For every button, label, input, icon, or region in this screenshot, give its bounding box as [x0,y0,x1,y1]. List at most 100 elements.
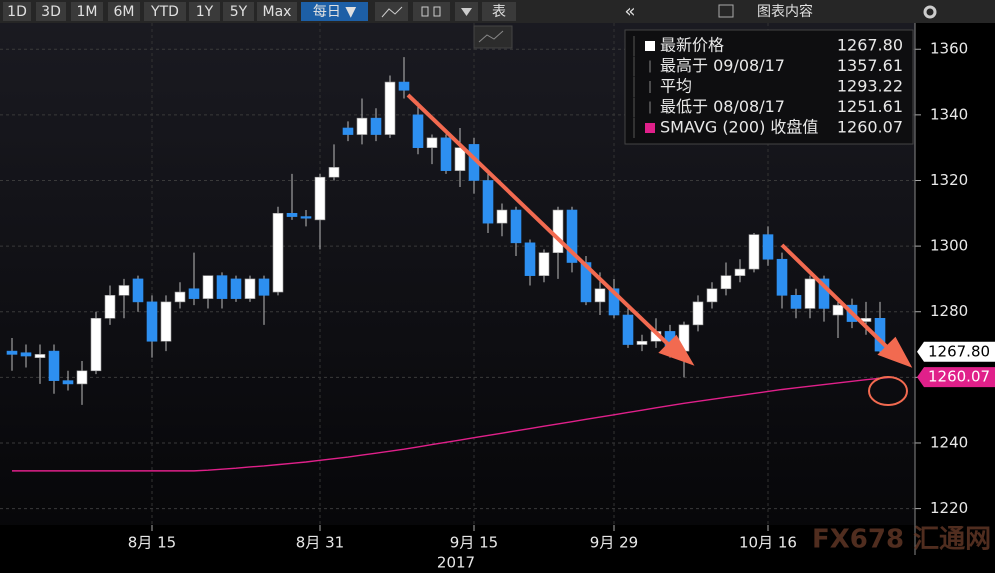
y-tick-label: 1220 [930,499,968,517]
candle-body [748,234,760,270]
candle-body [398,81,410,91]
legend-label: 平均 [660,77,692,96]
x-axis-panel [0,525,915,573]
y-tick-label: 1280 [930,302,968,320]
y-tick-label: 1320 [930,171,968,189]
toolbar-icon-button[interactable] [413,2,450,21]
candle-body [622,314,634,345]
candle-body [608,288,620,316]
candle-body [314,176,326,221]
legend-value: 1267.80 [837,36,903,55]
legend-label: 最新价格 [660,36,724,55]
toolbar-label: 6M [114,4,135,20]
toolbar-button[interactable] [605,2,655,21]
candle-body [566,209,578,263]
candle-body [356,117,368,135]
toolbar-button[interactable] [301,2,368,21]
legend-value: 1251.61 [837,97,903,116]
candle-body [286,213,298,217]
plot [6,57,900,472]
sma-line [12,376,895,472]
icon [421,6,429,17]
candle-body [370,117,382,135]
highlight-circle [868,376,908,406]
candle-body [496,209,508,224]
candle-body [832,304,844,316]
x-tick-label: 9月 29 [590,534,638,552]
legend-swatch [645,41,655,51]
toolbar-button[interactable] [3,2,31,21]
legend-value: 1357.61 [837,56,903,75]
candle-body [426,137,438,148]
candle-body [146,301,158,342]
x-tick-label: 8月 31 [296,534,344,552]
arrow-head [877,336,913,368]
candle-body [636,340,648,345]
candle-body [818,278,830,309]
toolbar-label: YTD [150,4,179,20]
candle-body [538,252,550,276]
annotations [406,93,913,406]
candle-body [342,127,354,135]
y-tick-label: 1340 [930,105,968,123]
legend-swatch [645,123,655,133]
toolbar-button[interactable] [482,2,516,21]
candle-body [552,209,564,253]
toolbar-buttons: 1D 3D 1M 6M YTD 1Y 5Y Max 每日 ▼ 表 « 图表内容 [3,1,937,22]
candle-body [580,262,592,303]
toolbar-button[interactable] [189,2,220,21]
trend-arrow [780,243,894,354]
toolbar-button[interactable] [108,2,140,21]
toolbar-label: 1Y [196,4,214,20]
candle-body [706,288,718,303]
watermark: FX678 汇通网 [812,525,991,555]
legend-items: 最新价格 1267.80 最高于 09/08/17 1357.61 平均 1293.22 最… [633,36,903,138]
chart-icon [718,4,734,18]
x-tick-label: 10月 16 [739,534,797,552]
trend-arrow [406,93,674,350]
price-tag [917,341,995,362]
price-tag-label: 1260.07 [928,368,990,386]
candle-body [524,242,536,276]
toolbar-button[interactable] [257,2,297,21]
chart-type-button[interactable] [473,25,513,49]
axis-panel [915,23,995,573]
toolbar-label: 1M [77,4,98,20]
candle-body [594,288,606,303]
x-tick-label: 8月 15 [128,534,176,552]
toolbar-label: 5Y [230,4,248,20]
icon [381,6,403,18]
settings-icon[interactable] [923,5,937,19]
toolbar-label: 1D [7,4,27,20]
legend-label: 最高于 09/08/17 [660,56,785,75]
toolbar-label: 表 [492,4,506,20]
candle-body [174,291,186,303]
icon [461,8,472,16]
toolbar-label: « [624,1,635,22]
candle-body [790,295,802,309]
candle-body [230,278,242,299]
candle-body [692,301,704,326]
legend [624,29,914,145]
candle-body [20,352,32,357]
toolbar-button[interactable] [740,2,830,21]
y-tick-label: 1300 [930,237,968,255]
candle-body [48,350,60,381]
price-tag [917,367,995,388]
toolbar-label: 图表内容 [757,3,813,20]
toolbar-button[interactable] [71,2,103,21]
toolbar-button[interactable] [223,2,254,21]
candle-body [440,137,452,171]
candle-body [244,278,256,299]
y-tick-label: 1360 [930,40,968,58]
icon [433,6,441,17]
toolbar-label: 每日 ▼ [313,4,356,20]
candle-body [104,295,116,319]
price-tag-label: 1267.80 [928,342,990,360]
toolbar-button[interactable] [144,2,186,21]
legend-label: 最低于 08/08/17 [660,97,785,116]
toolbar-button[interactable] [36,2,66,21]
candle-body [720,275,732,290]
candle-body [160,301,172,342]
